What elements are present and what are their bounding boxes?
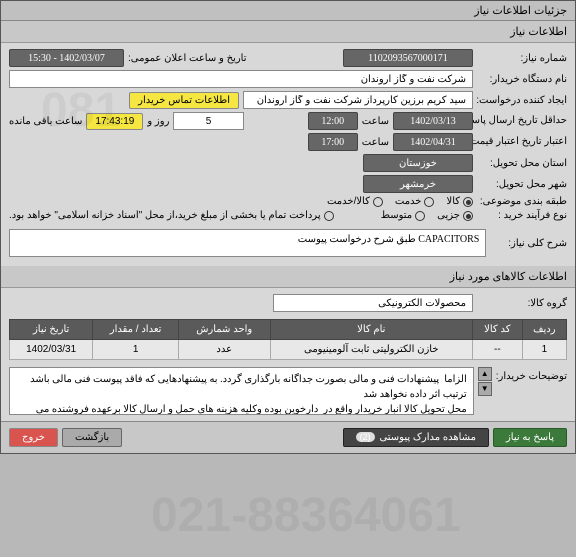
label-need-desc: شرح کلی نیاز: bbox=[490, 238, 567, 249]
label-deadline: حداقل تاریخ ارسال پاسخ: تا تاریخ: bbox=[477, 115, 567, 127]
label-buyer-notes: توضیحات خریدار: bbox=[496, 367, 567, 415]
label-purchase-type: نوع فرآیند خرید : bbox=[477, 210, 567, 221]
category-radio-group: کالا خدمت کالا/خدمت bbox=[327, 196, 473, 207]
radio-both[interactable]: کالا/خدمت bbox=[327, 196, 383, 207]
goods-table: ردیفکد کالانام کالاواحد شمارشتعداد / مقد… bbox=[9, 319, 567, 360]
checkbox-icon bbox=[324, 211, 334, 221]
watermark: 021-88364061 bbox=[151, 488, 461, 543]
table-header: کد کالا bbox=[472, 320, 522, 340]
table-header: تاریخ نیاز bbox=[10, 320, 93, 340]
table-cell: 1 bbox=[522, 340, 566, 360]
back-button[interactable]: بازگشت bbox=[62, 428, 122, 447]
titlebar: جزئیات اطلاعات نیاز bbox=[1, 1, 575, 21]
radio-dot-icon bbox=[415, 211, 425, 221]
label-creator: ایجاد کننده درخواست: bbox=[477, 95, 567, 106]
scroll-down-icon[interactable]: ▼ bbox=[478, 382, 492, 396]
table-cell: 1402/03/31 bbox=[10, 340, 93, 360]
exit-button[interactable]: خروج bbox=[9, 428, 58, 447]
label-city: شهر محل تحویل: bbox=[477, 179, 567, 190]
field-city bbox=[363, 175, 473, 193]
label-hour1: ساعت bbox=[362, 116, 389, 127]
main-window: جزئیات اطلاعات نیاز اطلاعات نیاز 081 شما… bbox=[0, 0, 576, 454]
table-cell: خازن الکترولیتی ثابت آلومینیومی bbox=[270, 340, 472, 360]
label-days-and: روز و bbox=[147, 116, 169, 127]
field-creator bbox=[243, 91, 473, 109]
field-days-left bbox=[173, 112, 243, 130]
section-header: اطلاعات نیاز bbox=[1, 21, 575, 43]
table-header: واحد شمارش bbox=[178, 320, 270, 340]
field-goods-group bbox=[273, 294, 473, 312]
table-cell: عدد bbox=[178, 340, 270, 360]
attach-count: (2) bbox=[356, 432, 375, 442]
field-buyer-org bbox=[9, 70, 473, 88]
radio-dot-icon bbox=[424, 197, 434, 207]
goods-area: 021-88364061 گروه کالا: ردیفکد کالانام ک… bbox=[1, 288, 575, 421]
field-time-left: 17:43:19 bbox=[86, 113, 143, 130]
field-need-desc bbox=[9, 229, 486, 257]
label-announce: تاریخ و ساعت اعلان عمومی: bbox=[128, 53, 247, 64]
label-goods-group: گروه کالا: bbox=[477, 298, 567, 309]
radio-dot-icon bbox=[373, 197, 383, 207]
label-buyer-org: نام دستگاه خریدار: bbox=[477, 74, 567, 85]
radio-dot-icon bbox=[463, 211, 473, 221]
reply-button[interactable]: پاسخ به نیاز bbox=[493, 428, 567, 447]
table-header: تعداد / مقدار bbox=[93, 320, 179, 340]
radio-khedmat[interactable]: خدمت bbox=[395, 196, 435, 207]
label-province: استان محل تحویل: bbox=[477, 158, 567, 169]
label-remaining: ساعت باقی مانده bbox=[9, 116, 82, 127]
field-buyer-notes[interactable] bbox=[9, 367, 474, 415]
field-announce bbox=[9, 49, 124, 67]
goods-section-header: اطلاعات کالاهای مورد نیاز bbox=[1, 266, 575, 288]
table-cell: 1 bbox=[93, 340, 179, 360]
label-category: طبقه بندی موضوعی: bbox=[477, 196, 567, 207]
footer: پاسخ به نیاز مشاهده مدارک پیوستی (2) باز… bbox=[1, 421, 575, 453]
scroll-up-icon[interactable]: ▲ bbox=[478, 367, 492, 381]
contact-button[interactable]: اطلاعات تماس خریدار bbox=[129, 92, 239, 109]
purchase-radio-group: جزیی متوسط bbox=[381, 210, 473, 221]
field-deadline-date bbox=[393, 112, 473, 130]
radio-partial[interactable]: جزیی bbox=[437, 210, 473, 221]
label-validity: اعتبار تاریخ اعتبار قیمت: تا تاریخ: bbox=[477, 136, 567, 148]
table-cell: -- bbox=[472, 340, 522, 360]
radio-medium[interactable]: متوسط bbox=[381, 210, 425, 221]
table-header: ردیف bbox=[522, 320, 566, 340]
attachments-button[interactable]: مشاهده مدارک پیوستی (2) bbox=[343, 428, 489, 447]
field-province bbox=[363, 154, 473, 172]
payment-checkbox[interactable]: پرداخت تمام یا بخشی از مبلغ خرید،از محل … bbox=[9, 210, 334, 221]
table-header: نام کالا bbox=[270, 320, 472, 340]
table-row[interactable]: 1--خازن الکترولیتی ثابت آلومینیومیعدد114… bbox=[10, 340, 567, 360]
label-need-number: شماره نیاز: bbox=[477, 53, 567, 64]
field-validity-time bbox=[308, 133, 358, 151]
label-hour2: ساعت bbox=[362, 137, 389, 148]
window-title: جزئیات اطلاعات نیاز bbox=[474, 5, 567, 17]
field-need-number bbox=[343, 49, 473, 67]
form-area: 081 شماره نیاز: تاریخ و ساعت اعلان عمومی… bbox=[1, 43, 575, 266]
radio-dot-icon bbox=[463, 197, 473, 207]
field-validity-date bbox=[393, 133, 473, 151]
radio-kala[interactable]: کالا bbox=[446, 196, 473, 207]
field-deadline-time bbox=[308, 112, 358, 130]
